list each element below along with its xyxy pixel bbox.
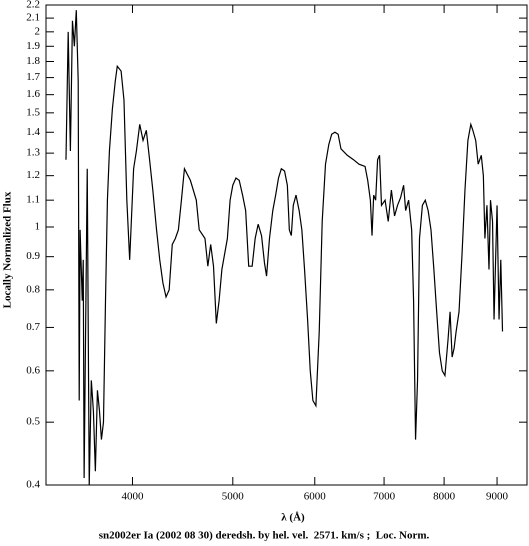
y-tick-label: 0.7 <box>26 321 40 333</box>
x-tick-label: 6000 <box>304 491 327 503</box>
y-tick-label: 0.5 <box>26 416 40 428</box>
spectrum-line <box>65 10 504 486</box>
y-tick-label: 1.9 <box>26 40 40 52</box>
x-tick-label: 5000 <box>222 491 245 503</box>
y-tick-label: 0.6 <box>26 364 40 376</box>
x-tick-label: 7000 <box>373 491 396 503</box>
y-tick-label: 2 <box>35 25 41 37</box>
plot-frame <box>45 4 528 486</box>
y-tick-label: 1.5 <box>26 106 40 118</box>
y-tick-label: 0.9 <box>26 250 40 262</box>
x-tick-label: 8000 <box>433 491 456 503</box>
y-tick-label: 1.2 <box>26 169 40 181</box>
y-tick-label: 1.7 <box>26 71 40 83</box>
x-tick-label: 9000 <box>486 491 509 503</box>
x-tick-label: 4000 <box>121 491 144 503</box>
x-axis-label: λ (Å) <box>281 512 305 524</box>
chart-title: sn2002er Ia (2002 08 30) deredsh. by hel… <box>99 530 430 542</box>
y-tick-label: 1.6 <box>26 88 40 100</box>
y-tick-label: 1.1 <box>26 194 40 206</box>
y-tick-label: 1.8 <box>26 55 40 67</box>
y-tick-label: 1.3 <box>26 147 40 159</box>
y-tick-label: 0.4 <box>26 479 40 491</box>
y-axis-label: Locally Normalized Flux <box>2 191 14 308</box>
y-tick-label: 2.2 <box>26 0 40 11</box>
y-tick-label: 2.1 <box>26 12 40 24</box>
y-tick-label: 0.8 <box>26 283 40 295</box>
y-tick-label: 1 <box>35 221 41 233</box>
y-tick-label: 1.4 <box>26 126 40 138</box>
